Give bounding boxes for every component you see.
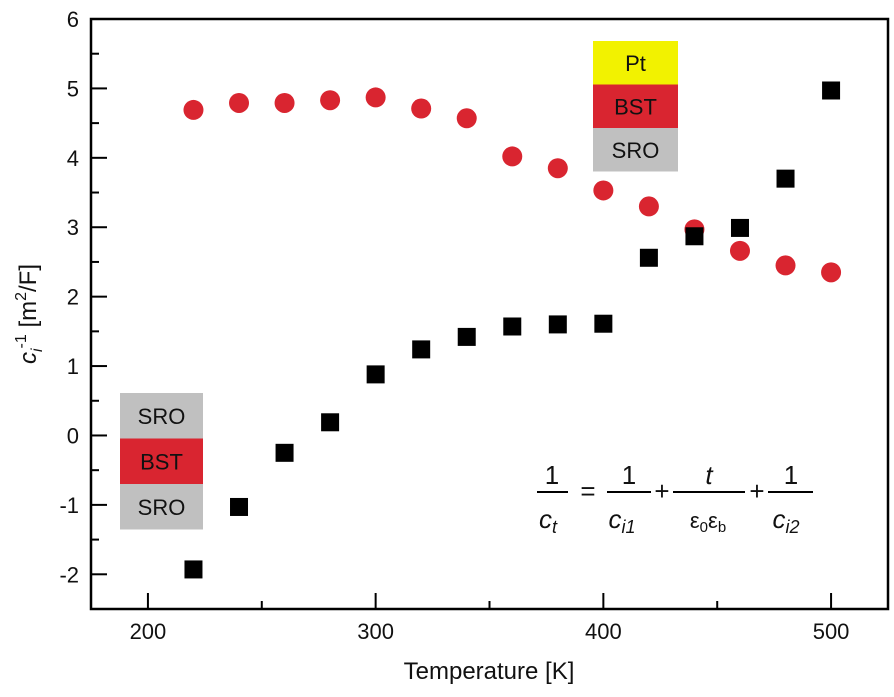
data-point-square xyxy=(321,413,340,432)
data-point-square xyxy=(457,327,476,346)
equation: 1 ct = 1 ci1 + t ε0εb + 1 ci2 xyxy=(537,460,813,537)
x-tick-label: 500 xyxy=(813,619,850,644)
y-axis-label: ci-1 [m2/F] xyxy=(13,264,46,364)
data-point-circle xyxy=(183,99,204,120)
data-point-circle xyxy=(638,196,659,217)
y-tick-label: 4 xyxy=(67,146,79,171)
svg-text:BST: BST xyxy=(614,94,657,119)
svg-text:Pt: Pt xyxy=(625,51,646,76)
plot-frame xyxy=(89,17,890,611)
x-tick-label: 300 xyxy=(357,619,394,644)
x-axis-label: Temperature [K] xyxy=(404,658,575,685)
svg-text:ci2: ci2 xyxy=(772,504,799,537)
data-point-circle xyxy=(502,146,523,167)
layer-sro: SRO xyxy=(593,128,678,172)
data-point-circle xyxy=(411,98,432,119)
y-tick-label: 3 xyxy=(67,215,79,240)
svg-text:BST: BST xyxy=(140,449,183,474)
svg-text:ct: ct xyxy=(539,504,558,537)
svg-text:SRO: SRO xyxy=(138,495,186,520)
data-point-square xyxy=(776,169,795,188)
svg-text:ε0εb: ε0εb xyxy=(690,508,726,536)
data-point-square xyxy=(685,227,704,246)
data-point-square xyxy=(639,248,658,267)
svg-text:1: 1 xyxy=(545,460,559,490)
x-tick-label: 200 xyxy=(130,619,167,644)
data-point-circle xyxy=(821,262,842,283)
layer-bst: BST xyxy=(593,84,678,128)
data-point-square xyxy=(275,443,294,462)
svg-text:1: 1 xyxy=(784,460,798,490)
data-point-circle xyxy=(365,87,386,108)
data-point-square xyxy=(594,314,613,333)
svg-text:+: + xyxy=(749,476,764,506)
y-tick-label: -2 xyxy=(59,562,79,587)
svg-text:+: + xyxy=(654,476,669,506)
data-point-square xyxy=(548,315,567,334)
layer-sro: SRO xyxy=(120,393,203,439)
y-tick-label: 5 xyxy=(67,76,79,101)
y-tick-label: 1 xyxy=(67,354,79,379)
data-point-circle xyxy=(229,92,250,113)
x-tick-label: 400 xyxy=(585,619,622,644)
data-point-circle xyxy=(775,255,796,276)
svg-text:t: t xyxy=(705,460,714,490)
data-point-circle xyxy=(547,158,568,179)
data-point-square xyxy=(366,365,385,384)
svg-text:SRO: SRO xyxy=(612,138,660,163)
y-tick-label: 2 xyxy=(67,285,79,310)
layer-sro: SRO xyxy=(120,484,203,530)
data-point-square xyxy=(822,81,841,100)
data-point-circle xyxy=(320,90,341,111)
data-point-square xyxy=(730,218,749,237)
svg-text:1: 1 xyxy=(622,460,636,490)
svg-text:ci1: ci1 xyxy=(608,504,635,537)
data-point-circle xyxy=(729,240,750,261)
y-tick-label: 0 xyxy=(67,423,79,448)
svg-text:=: = xyxy=(580,476,595,506)
y-tick-label: 6 xyxy=(67,7,79,32)
data-point-square xyxy=(230,497,249,516)
data-point-square xyxy=(503,317,522,336)
data-point-circle xyxy=(274,92,295,113)
data-point-square xyxy=(412,340,431,359)
svg-text:SRO: SRO xyxy=(138,404,186,429)
layer-pt: Pt xyxy=(593,41,678,85)
y-tick-label: -1 xyxy=(59,493,79,518)
layer-bst: BST xyxy=(120,438,203,484)
data-point-circle xyxy=(593,180,614,201)
data-point-square xyxy=(184,560,203,579)
data-point-circle xyxy=(456,108,477,129)
